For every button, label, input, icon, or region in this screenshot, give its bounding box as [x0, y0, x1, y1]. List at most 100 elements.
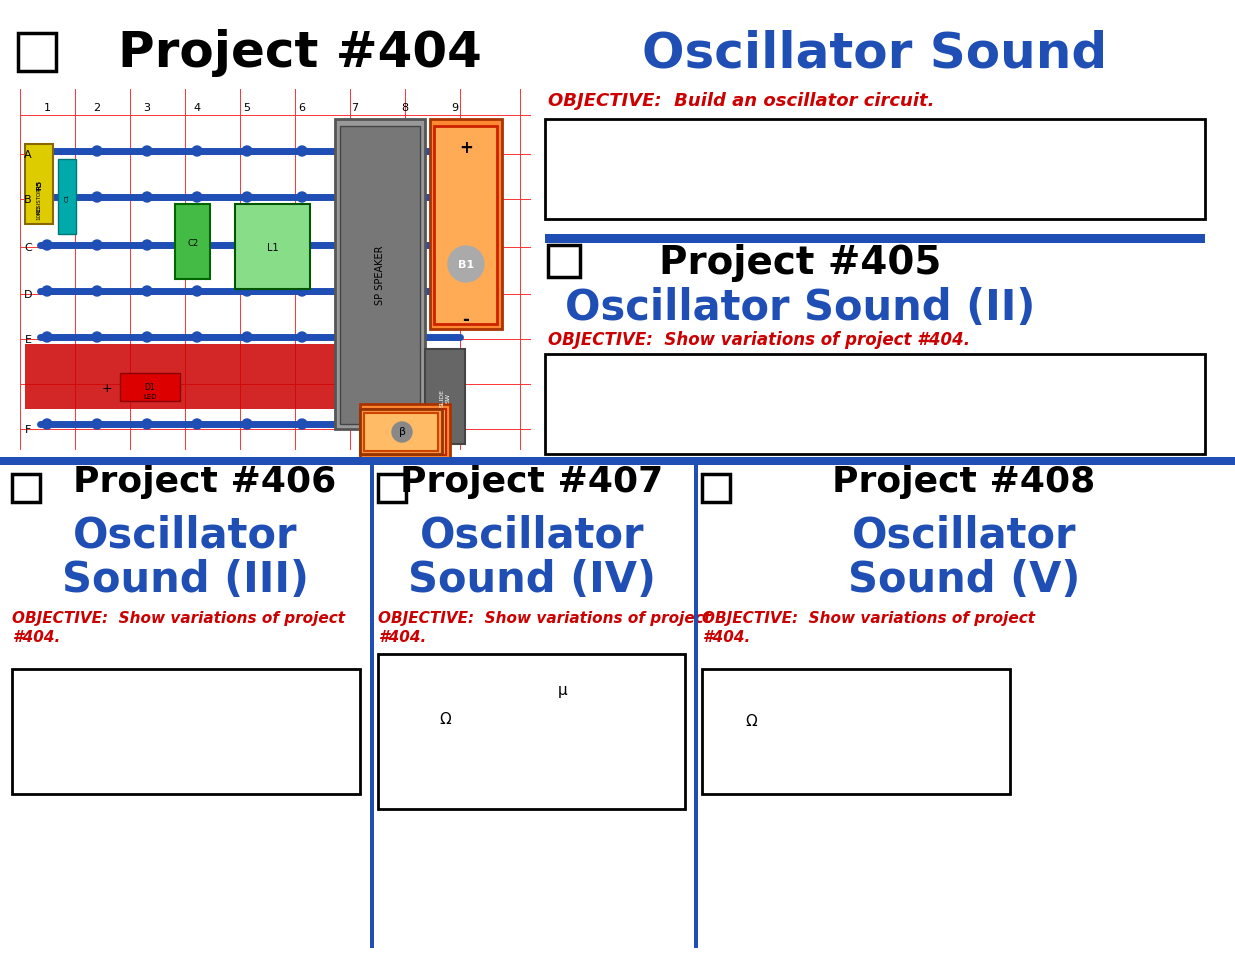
- Circle shape: [242, 193, 252, 203]
- Bar: [25, 145, 53, 225]
- Circle shape: [142, 193, 152, 203]
- Circle shape: [296, 333, 308, 343]
- Text: Project #407: Project #407: [400, 464, 663, 498]
- Text: A: A: [25, 150, 32, 160]
- Text: 3: 3: [143, 103, 151, 112]
- Bar: [0, 457, 1235, 465]
- Text: μ: μ: [557, 681, 567, 697]
- Circle shape: [142, 419, 152, 430]
- Text: C2: C2: [188, 238, 199, 247]
- Circle shape: [296, 193, 308, 203]
- Text: LED: LED: [143, 394, 157, 399]
- Circle shape: [142, 241, 152, 251]
- Circle shape: [400, 333, 410, 343]
- Text: #404.: #404.: [378, 630, 426, 645]
- Text: Sound (V): Sound (V): [847, 558, 1081, 600]
- Bar: [701, 669, 1010, 794]
- Circle shape: [400, 287, 410, 296]
- Circle shape: [42, 241, 52, 251]
- Circle shape: [191, 287, 203, 296]
- Circle shape: [42, 333, 52, 343]
- Text: +: +: [404, 426, 416, 439]
- Text: 5: 5: [243, 103, 251, 112]
- Bar: [58, 160, 77, 234]
- Bar: [340, 127, 420, 424]
- Text: B: B: [25, 194, 32, 205]
- Circle shape: [191, 147, 203, 157]
- Bar: [545, 234, 1205, 244]
- Bar: [545, 120, 1205, 220]
- Text: Oscillator: Oscillator: [73, 514, 298, 556]
- Circle shape: [42, 193, 52, 203]
- Circle shape: [296, 287, 308, 296]
- Text: SP SPEAKER: SP SPEAKER: [375, 245, 385, 304]
- Circle shape: [91, 193, 103, 203]
- Circle shape: [91, 147, 103, 157]
- Circle shape: [191, 333, 203, 343]
- Bar: [235, 205, 310, 290]
- Bar: [548, 246, 580, 277]
- Bar: [359, 410, 442, 455]
- Text: 10KΩ: 10KΩ: [37, 206, 42, 220]
- Circle shape: [350, 147, 359, 157]
- Circle shape: [350, 419, 359, 430]
- Bar: [694, 460, 698, 948]
- Text: 9: 9: [452, 103, 458, 112]
- Circle shape: [350, 193, 359, 203]
- Text: 4: 4: [194, 103, 200, 112]
- Circle shape: [242, 419, 252, 430]
- Text: Sound (IV): Sound (IV): [408, 558, 656, 600]
- Circle shape: [142, 147, 152, 157]
- Circle shape: [296, 241, 308, 251]
- Circle shape: [391, 422, 412, 442]
- Text: D1: D1: [144, 383, 156, 392]
- Bar: [19, 34, 56, 71]
- Text: Project #408: Project #408: [832, 464, 1095, 498]
- Text: 6: 6: [299, 103, 305, 112]
- Text: OBJECTIVE:  Show variations of project: OBJECTIVE: Show variations of project: [378, 610, 711, 625]
- Text: B1: B1: [458, 260, 474, 270]
- Circle shape: [42, 419, 52, 430]
- Circle shape: [242, 147, 252, 157]
- Circle shape: [91, 333, 103, 343]
- Bar: [430, 120, 501, 330]
- Circle shape: [42, 147, 52, 157]
- Text: +: +: [459, 139, 473, 157]
- Text: -: -: [463, 311, 469, 329]
- Circle shape: [296, 147, 308, 157]
- Circle shape: [191, 193, 203, 203]
- Bar: [433, 127, 496, 325]
- Bar: [25, 345, 335, 410]
- Circle shape: [91, 241, 103, 251]
- Bar: [359, 405, 450, 459]
- Text: OBJECTIVE:  Show variations of project: OBJECTIVE: Show variations of project: [701, 610, 1035, 625]
- Circle shape: [191, 419, 203, 430]
- Text: Project #405: Project #405: [658, 244, 941, 282]
- Circle shape: [350, 241, 359, 251]
- Text: #404.: #404.: [12, 630, 61, 645]
- Bar: [378, 655, 685, 809]
- Text: 2: 2: [94, 103, 100, 112]
- Text: E: E: [25, 335, 32, 345]
- Text: +: +: [101, 381, 112, 395]
- Text: Sound (III): Sound (III): [62, 558, 309, 600]
- Bar: [364, 414, 438, 452]
- Text: OBJECTIVE:  Show variations of project #404.: OBJECTIVE: Show variations of project #4…: [548, 331, 971, 349]
- Circle shape: [142, 333, 152, 343]
- Bar: [20, 90, 530, 450]
- Circle shape: [242, 287, 252, 296]
- Circle shape: [400, 193, 410, 203]
- Circle shape: [400, 147, 410, 157]
- Text: Project #404: Project #404: [119, 29, 482, 77]
- Text: C1: C1: [64, 193, 69, 202]
- Text: Oscillator Sound: Oscillator Sound: [642, 29, 1108, 77]
- Circle shape: [400, 241, 410, 251]
- Text: Ω: Ω: [746, 714, 757, 729]
- Circle shape: [350, 287, 359, 296]
- Text: F: F: [25, 424, 31, 435]
- Text: 8: 8: [401, 103, 409, 112]
- Text: 1: 1: [43, 103, 51, 112]
- Circle shape: [191, 241, 203, 251]
- Circle shape: [142, 287, 152, 296]
- Text: RESISTOR: RESISTOR: [37, 186, 42, 213]
